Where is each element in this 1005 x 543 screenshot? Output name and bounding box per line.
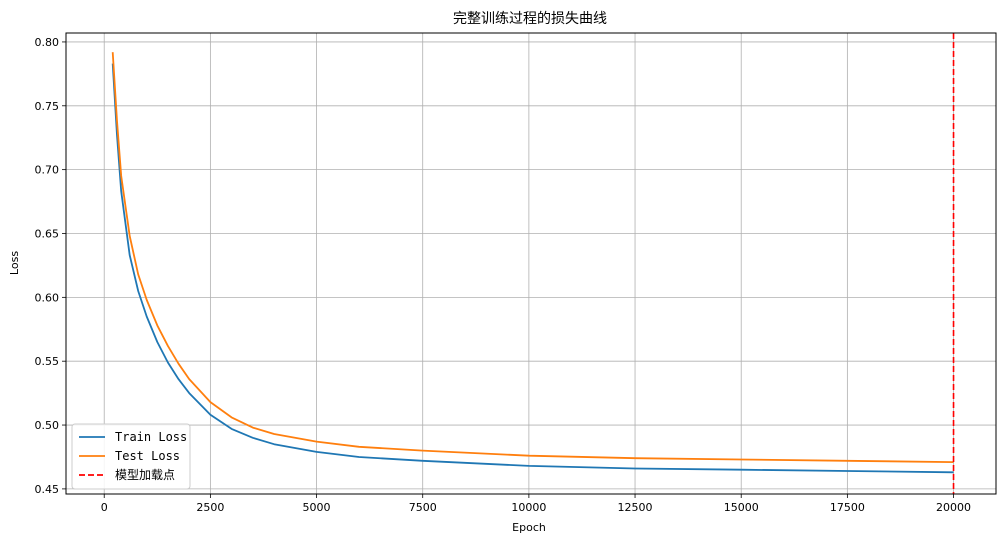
series-lines	[111, 52, 954, 474]
legend-label-load-point: 模型加载点	[115, 468, 175, 482]
chart-title: 完整训练过程的损失曲线	[453, 11, 607, 27]
x-tick-label: 12500	[618, 501, 653, 514]
y-tick-label: 0.80	[35, 36, 60, 49]
x-tick-label: 0	[101, 501, 108, 514]
x-axis-ticks: 0 2500 5000 7500 10000 12500 15000 17500 20000	[101, 494, 971, 514]
y-tick-label: 0.60	[35, 291, 60, 304]
y-axis-ticks: 0.45 0.50 0.55 0.60 0.65 0.70 0.75 0.80	[35, 36, 66, 496]
legend-label-train: Train Loss	[115, 430, 187, 444]
y-tick-label: 0.45	[35, 483, 60, 496]
x-tick-label: 2500	[196, 501, 224, 514]
x-tick-label: 10000	[511, 501, 546, 514]
x-axis-label: Epoch	[512, 521, 546, 534]
y-tick-label: 0.50	[35, 419, 60, 432]
x-tick-label: 20000	[936, 501, 971, 514]
y-tick-label: 0.55	[35, 355, 60, 368]
x-tick-label: 15000	[724, 501, 759, 514]
x-tick-label: 17500	[830, 501, 865, 514]
train-loss-line	[111, 63, 954, 474]
y-tick-label: 0.65	[35, 227, 60, 240]
legend-box	[71, 423, 191, 490]
legend: Train Loss Test Loss 模型加载点	[71, 423, 191, 490]
y-axis-label: Loss	[8, 251, 21, 275]
x-tick-label: 7500	[409, 501, 437, 514]
x-tick-label: 5000	[303, 501, 331, 514]
legend-label-test: Test Loss	[115, 449, 180, 463]
y-tick-label: 0.75	[35, 100, 60, 113]
y-tick-label: 0.70	[35, 164, 60, 177]
test-loss-line	[111, 52, 954, 463]
plot-area-frame	[65, 32, 997, 495]
